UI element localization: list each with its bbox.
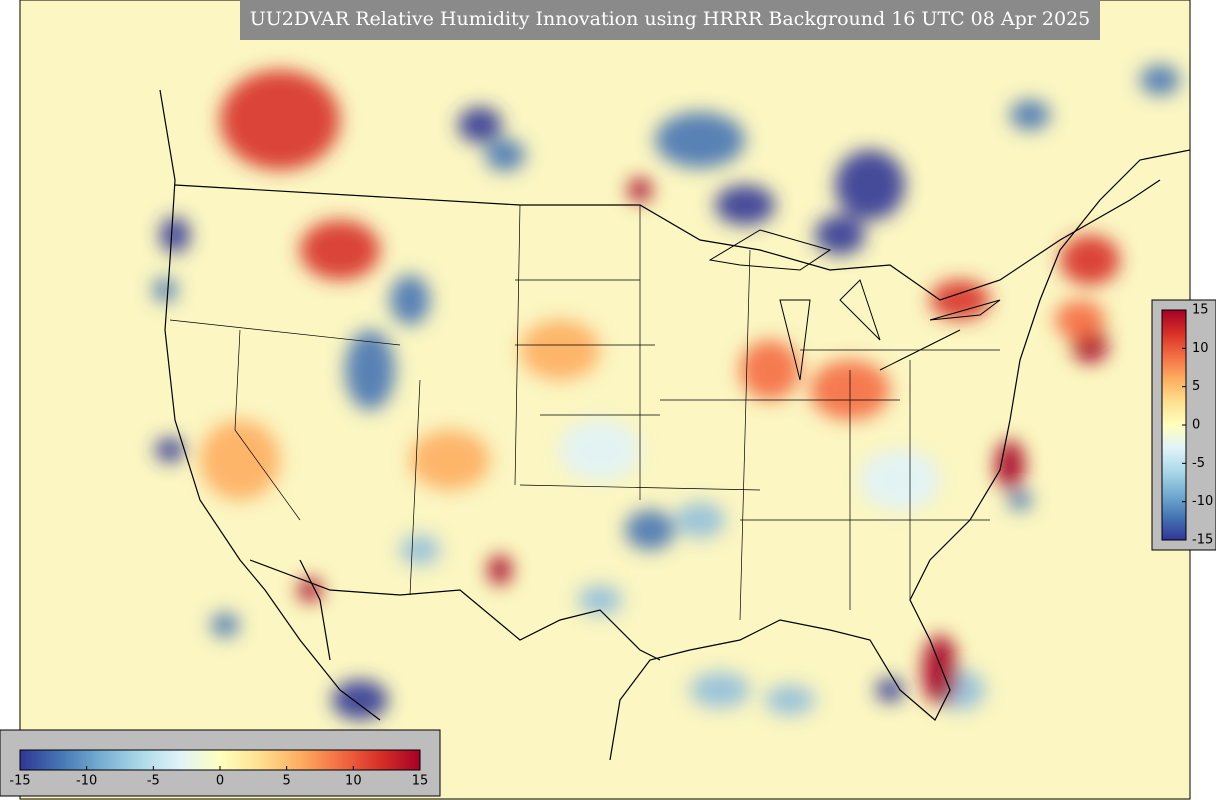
coastline (159, 89, 381, 721)
humidity-anomaly (765, 685, 815, 715)
colorbar-tick-label: 10 (1192, 341, 1209, 356)
humidity-anomaly (560, 420, 640, 480)
humidity-anomaly (1010, 100, 1050, 130)
colorbar-tick-label: -5 (147, 774, 160, 789)
humidity-anomaly (458, 107, 502, 143)
map (20, 0, 1190, 800)
humidity-anomaly (410, 430, 490, 490)
colorbar-tick-label: -10 (1192, 494, 1213, 509)
colorbar-tick-label: 5 (1192, 379, 1200, 394)
humidity-anomaly (211, 613, 239, 637)
humidity-anomaly (298, 578, 322, 602)
humidity-anomaly (520, 320, 600, 380)
humidity-anomaly (740, 340, 800, 400)
colorbar-tick-label: 0 (1192, 418, 1200, 433)
humidity-anomaly (690, 672, 750, 708)
humidity-anomaly (930, 280, 990, 320)
great-lakes (708, 229, 1001, 381)
humidity-anomaly (715, 185, 775, 225)
humidity-anomaly (628, 178, 652, 202)
colorbar-tick-label: -10 (76, 774, 97, 789)
state-border (169, 204, 1000, 621)
colorbar-tick-label: -15 (9, 774, 30, 789)
humidity-anomaly (1060, 235, 1120, 285)
humidity-anomaly (485, 139, 525, 171)
colorbar-tick-label: -15 (1192, 533, 1213, 548)
humidity-anomaly (488, 555, 512, 585)
humidity-anomaly (815, 215, 865, 255)
humidity-anomaly (153, 278, 177, 302)
map-background (20, 0, 1190, 800)
colorbar-tick-label: 15 (1192, 303, 1209, 318)
humidity-anomaly (220, 70, 340, 170)
humidity-anomaly (155, 438, 185, 462)
humidity-anomaly (300, 220, 380, 280)
humidity-anomaly (400, 535, 440, 565)
humidity-anomaly (332, 680, 388, 720)
humidity-anomaly (922, 635, 958, 705)
humidity-anomaly (860, 450, 940, 510)
humidity-anomaly (390, 275, 430, 325)
colorbar-tick-label: -5 (1192, 456, 1205, 471)
humidity-anomaly (200, 420, 280, 500)
colorbar-tick-label: 5 (283, 774, 291, 789)
title: UU2DVAR Relative Humidity Innovation usi… (250, 8, 1091, 30)
humidity-anomaly (625, 510, 675, 550)
colorbar-tick-label: 0 (216, 774, 224, 789)
humidity-anomaly (655, 112, 745, 168)
colorbar-tick-label: 15 (412, 774, 429, 789)
humidity-anomaly (578, 585, 622, 615)
humidity-anomaly (160, 217, 190, 253)
humidity-field (153, 65, 1180, 720)
boundaries (159, 89, 1190, 761)
humidity-anomaly (995, 440, 1025, 490)
humidity-anomaly (1140, 65, 1180, 95)
humidity-anomaly (675, 502, 725, 538)
humidity-anomaly (1055, 300, 1105, 340)
colorbars: -15 -10 -5 0 5 10 15 15 10 5 0 -5 -10 -15 (9, 303, 1213, 789)
humidity-anomaly (835, 150, 905, 220)
title-box (240, 0, 1100, 40)
humidity-anomaly (345, 330, 395, 410)
coastline (609, 149, 1190, 761)
colorbar-tick-label: 10 (345, 774, 362, 789)
national-border (249, 559, 661, 661)
national-border (174, 179, 1161, 301)
humidity-anomaly (1008, 490, 1032, 510)
